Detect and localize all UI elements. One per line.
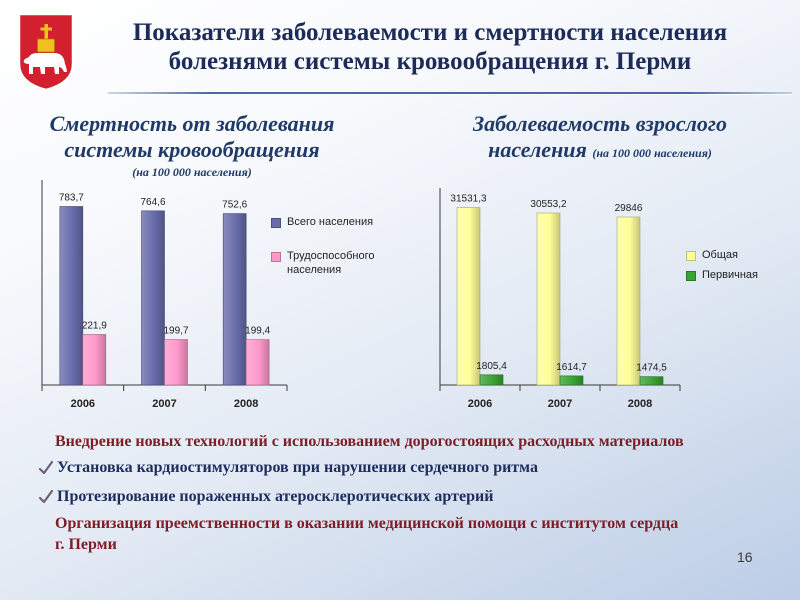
measure-intro: Внедрение новых технологий с использован… (55, 433, 684, 450)
mortality-chart-title: Смертность от заболевания системы кровоо… (42, 111, 342, 163)
measure-outro-line: г. Перми (55, 536, 117, 553)
emblem-gospel-book (37, 38, 55, 53)
morbidity-category-label-2007: 2007 (548, 398, 572, 410)
slide-title: Показатели заболеваемости и смертности н… (132, 19, 728, 75)
morbidity-chart-title: Заболеваемость взрослого населения (на 1… (450, 111, 750, 166)
measure-item-text: Протезирование пораженных атеросклеротич… (57, 488, 494, 505)
morbidity-chart-subtitle: (на 100 000 населения) (592, 146, 712, 160)
morbidity-bar-primary-2007 (559, 375, 584, 386)
mortality-legend-label-working-age: Трудоспособного населения (287, 250, 375, 276)
mortality-bar-working-age-2008 (245, 339, 270, 386)
morbidity-category-label-2006: 2006 (468, 398, 492, 410)
mortality-legend-swatch-total (271, 218, 281, 228)
mortality-bar-total-2006 (59, 206, 84, 386)
measure-item: Установка кардиостимуляторов при нарушен… (38, 458, 538, 478)
page-number: 16 (737, 549, 753, 565)
morbidity-data-label-primary-2006: 1805,4 (476, 361, 507, 372)
measure-item: Протезирование пораженных атеросклеротич… (38, 487, 493, 507)
emblem-bear (23, 53, 67, 74)
mortality-legend-item-working-age: Трудоспособного населения (271, 249, 407, 277)
morbidity-chart-title-text: Заболеваемость взрослого населения (472, 111, 728, 162)
mortality-chart-title-text: Смертность от заболевания системы кровоо… (49, 111, 335, 162)
mortality-category-label-2006: 2006 (71, 398, 95, 410)
morbidity-category-label-2008: 2008 (628, 398, 652, 410)
morbidity-legend-label-overall: Общая (702, 249, 738, 261)
morbidity-data-label-overall-2008: 29846 (615, 203, 643, 214)
mortality-bar-total-2007 (141, 210, 165, 386)
morbidity-legend-item-overall: Общая (686, 248, 772, 262)
mortality-data-label-total-2006: 783,7 (59, 192, 84, 203)
morbidity-bar-overall-2006 (456, 207, 481, 386)
measure-item-text: Установка кардиостимуляторов при нарушен… (57, 459, 538, 476)
mortality-data-label-total-2007: 764,6 (140, 197, 165, 208)
emblem-cross-horizontal (40, 27, 52, 31)
mortality-category-label-2008: 2008 (234, 398, 258, 410)
morbidity-bar-overall-2008 (616, 216, 641, 386)
mortality-bar-working-age-2006 (82, 334, 107, 386)
morbidity-bar-primary-2008 (639, 376, 664, 386)
checkmark-stroke (38, 489, 54, 504)
mortality-category-label-2007: 2007 (152, 398, 176, 410)
mortality-data-label-total-2008: 752,6 (222, 200, 247, 211)
morbidity-bar-primary-2006 (479, 374, 504, 386)
morbidity-legend-swatch-primary (686, 271, 696, 281)
mortality-legend-swatch-working-age (271, 252, 281, 262)
emblem-cross-vertical (44, 24, 48, 39)
checkmark-icon (38, 489, 54, 504)
mortality-data-label-working-age-2007: 199,7 (163, 326, 188, 337)
morbidity-data-label-overall-2007: 30553,2 (530, 199, 567, 210)
perm-coat-of-arms-icon (17, 12, 75, 92)
morbidity-legend-swatch-overall (686, 251, 696, 261)
morbidity-bar-overall-2007 (536, 212, 561, 386)
mortality-bar-total-2008 (222, 213, 247, 386)
mortality-bar-working-age-2007 (164, 339, 188, 386)
morbidity-legend-item-primary: Первичная (686, 268, 772, 282)
measure-outro-line: Организация преемственности в оказании м… (55, 515, 679, 532)
mortality-chart: 783,7 221,9 2006 764,6 199,7 2007 752,6 199,4 20… (41, 180, 288, 410)
mortality-legend-item-total: Всего населения (271, 215, 407, 229)
title-divider (108, 92, 792, 94)
morbidity-data-label-primary-2007: 1614,7 (556, 362, 587, 373)
morbidity-legend-label-primary: Первичная (702, 269, 759, 281)
mortality-data-label-working-age-2008: 199,4 (245, 326, 270, 337)
morbidity-chart: 31531,3 1805,4 2006 30553,2 1614,7 2007 29846 1… (439, 188, 681, 410)
morbidity-data-label-overall-2006: 31531,3 (450, 194, 487, 205)
mortality-data-label-working-age-2006: 221,9 (82, 320, 107, 331)
mortality-chart-subtitle: (на 100 000 населения) (132, 165, 252, 179)
checkmark-stroke (38, 460, 54, 475)
emblem-cross (40, 24, 52, 39)
morbidity-data-label-primary-2008: 1474,5 (636, 363, 667, 374)
mortality-legend-label-total: Всего населения (287, 216, 374, 228)
checkmark-icon (38, 460, 54, 475)
